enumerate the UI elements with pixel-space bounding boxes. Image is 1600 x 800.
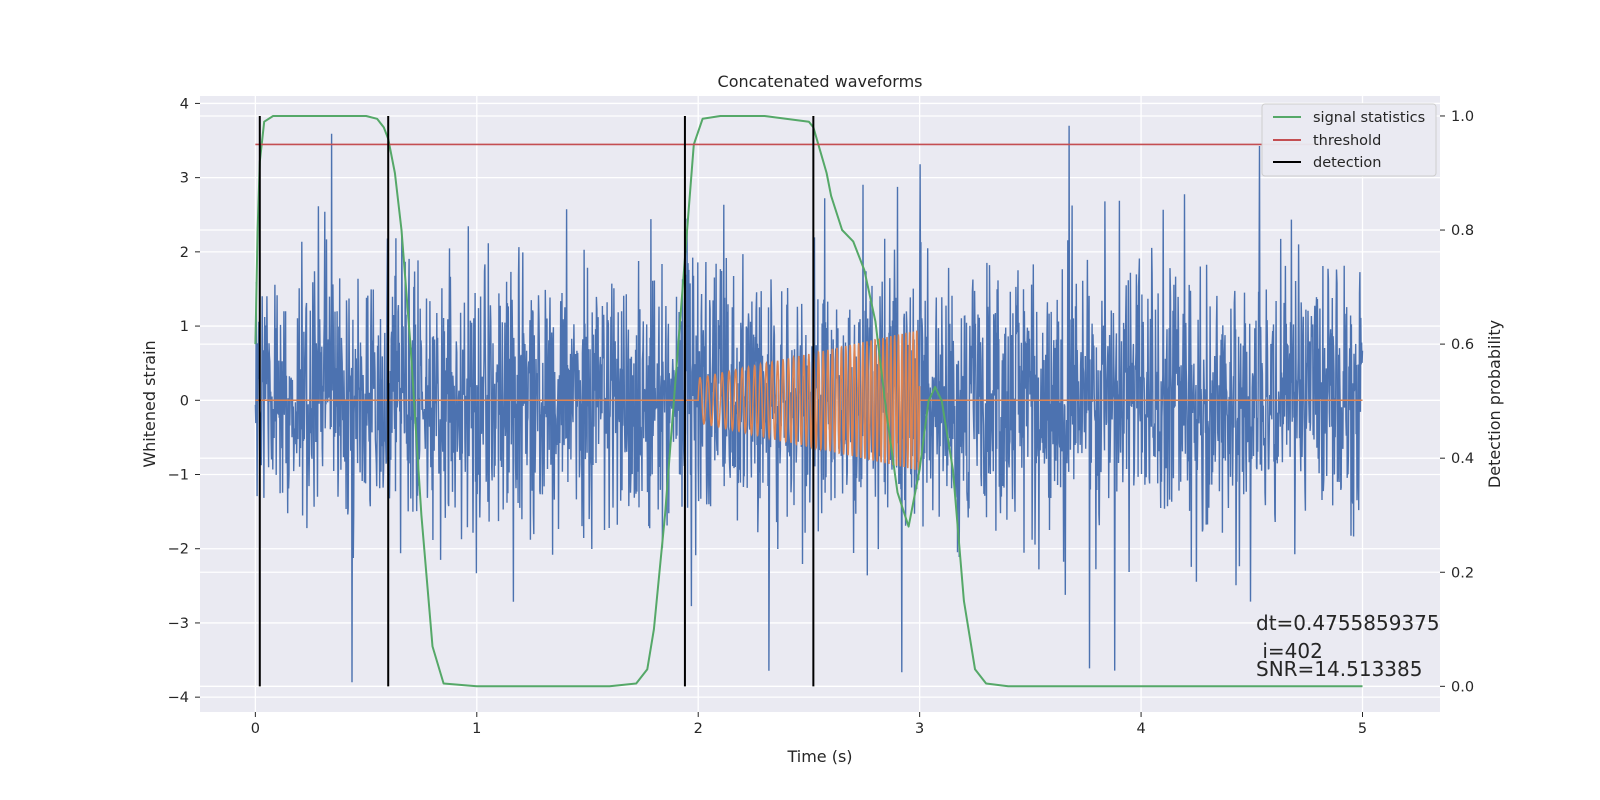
x-axis-label: Time (s) — [786, 747, 852, 766]
y-tick-label: −2 — [168, 542, 189, 558]
x-tick-label: 0 — [251, 721, 260, 737]
noise-series — [254, 125, 1364, 683]
x-tick-label: 1 — [472, 721, 481, 737]
y2-tick-label: 1.0 — [1451, 109, 1474, 125]
legend-label-threshold: threshold — [1313, 133, 1381, 149]
y-axis-label: Whitened strain — [140, 340, 159, 467]
axis-ticks: 0 1 2 3 4 5 −4 −3 −2 −1 0 1 2 3 4 0.0 0.2 0.4 0.6 0.8 1.0 — [168, 96, 1474, 737]
y-tick-label: 2 — [180, 245, 189, 261]
y-tick-label: −3 — [168, 616, 189, 632]
y2-tick-label: 0.0 — [1451, 679, 1474, 695]
legend: signal statistics threshold detection — [1261, 103, 1437, 177]
x-tick-label: 3 — [915, 721, 924, 737]
annotation-dt: dt=0.4755859375 — [1256, 611, 1440, 635]
y-tick-label: −1 — [168, 468, 189, 484]
annotation-snr: SNR=14.513385 — [1256, 657, 1422, 681]
annotation-index: i=402 — [1256, 639, 1323, 663]
legend-label-signal-statistics: signal statistics — [1313, 110, 1425, 126]
y2-tick-label: 0.8 — [1451, 223, 1474, 239]
y-tick-label: 0 — [180, 393, 189, 409]
series-layer — [254, 115, 1363, 688]
y-tick-label: −4 — [168, 690, 189, 706]
y-tick-label: 3 — [180, 171, 189, 187]
y2-tick-label: 0.2 — [1451, 565, 1474, 581]
legend-label-detection: detection — [1313, 155, 1381, 171]
x-tick-label: 4 — [1136, 721, 1145, 737]
y-tick-label: 1 — [180, 319, 189, 335]
x-tick-label: 2 — [694, 721, 703, 737]
y2-axis-label: Detection probability — [1485, 320, 1504, 488]
y2-tick-label: 0.6 — [1451, 337, 1474, 353]
y2-tick-label: 0.4 — [1451, 451, 1474, 467]
injected-signal-line — [255, 330, 1363, 471]
x-tick-label: 5 — [1358, 721, 1367, 737]
chart-title: Concatenated waveforms — [718, 72, 923, 91]
y-tick-label: 4 — [180, 96, 189, 112]
noise-line — [254, 125, 1364, 683]
legend-box — [1261, 103, 1437, 177]
